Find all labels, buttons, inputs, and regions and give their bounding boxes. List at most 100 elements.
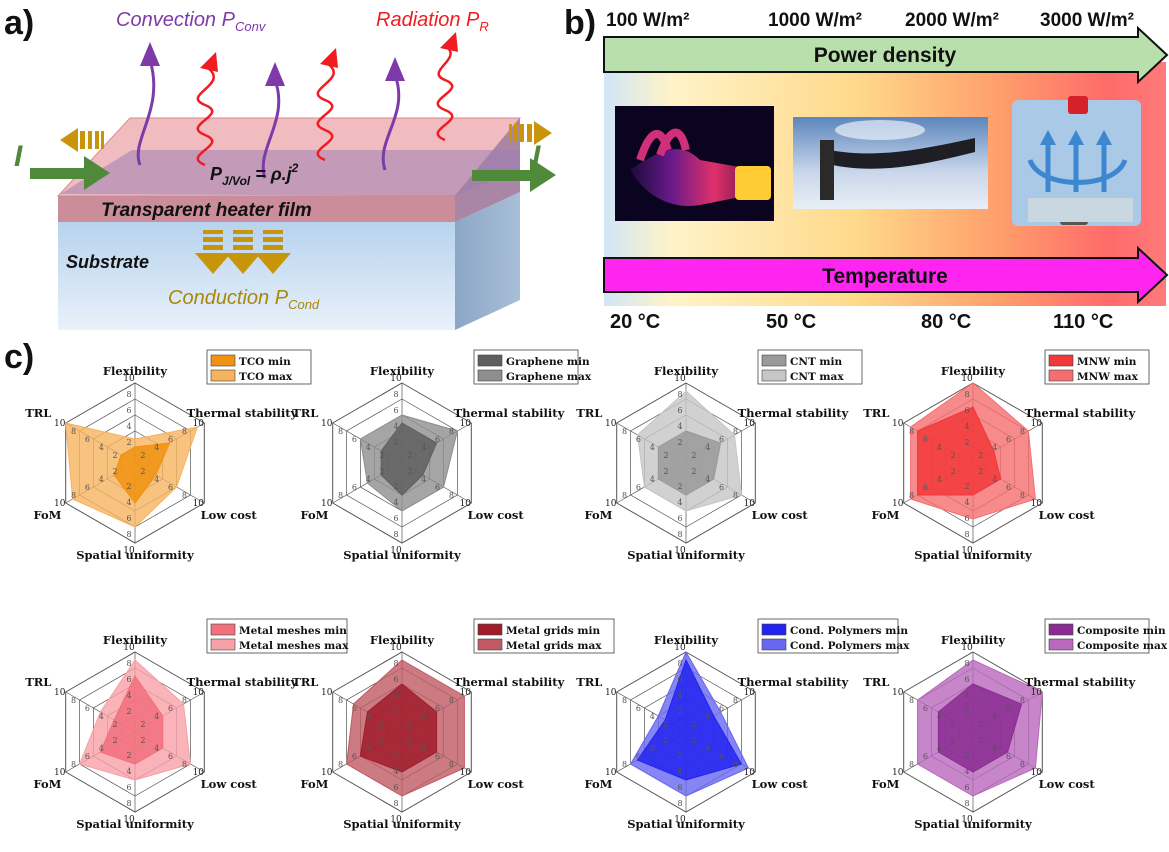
radar-tick-label: 2 <box>140 451 145 460</box>
radar-tick-label: 2 <box>393 751 398 760</box>
radar-series-min <box>636 658 743 781</box>
radar-legend: Metal grids min Metal grids max <box>473 618 615 654</box>
radar-tick-label: 8 <box>71 760 76 769</box>
radar-tick-label: 2 <box>964 751 969 760</box>
radar-tick-label: 8 <box>677 659 682 668</box>
legend-entry: Composite min <box>1077 625 1166 637</box>
radar-tick-label: 2 <box>407 720 412 729</box>
radar-tick-label: 10 <box>961 815 973 825</box>
radar-tick-label: 4 <box>99 443 104 452</box>
radar-tick-label: 8 <box>909 696 914 705</box>
radar-tick-label: 8 <box>182 491 187 500</box>
radar-tick-label: 8 <box>393 659 398 668</box>
panel-b-letter: b) <box>564 4 596 42</box>
radar-tick-label: 6 <box>964 675 969 684</box>
radar-tick-label: 10 <box>674 815 686 825</box>
radar-chart-7: 246810246810246810246810246810246810Flex… <box>576 618 910 831</box>
legend-entry: CNT min <box>790 356 843 368</box>
electron-flow-left-icon <box>60 128 104 152</box>
radar-axis-label: FoM <box>584 777 612 791</box>
radar-series-min <box>99 675 164 765</box>
radar-tick-label: 8 <box>126 530 131 539</box>
radar-tick-label: 10 <box>744 768 756 778</box>
film-shade <box>60 150 520 196</box>
radar-legend: Graphene min Graphene max <box>473 349 592 385</box>
radar-tick-label: 8 <box>622 427 627 436</box>
radar-tick-label: 6 <box>168 752 173 761</box>
radar-chart-3: 246810246810246810246810246810246810Flex… <box>576 349 863 562</box>
radar-tick-label: 10 <box>193 419 205 429</box>
radar-tick-label: 6 <box>435 752 440 761</box>
radar-tick-label: 2 <box>677 438 682 447</box>
radar-tick-label: 6 <box>393 514 398 523</box>
radar-axis-label: Low cost <box>201 508 258 522</box>
radar-axis-label: TRL <box>25 675 51 689</box>
radar-tick-label: 4 <box>126 498 131 507</box>
radar-tick-label: 6 <box>352 752 357 761</box>
radar-tick-label: 2 <box>664 720 669 729</box>
joule-equation: PJ/Vol = ρ.j2 <box>210 161 299 188</box>
radar-tick-label: 10 <box>892 768 904 778</box>
radar-axis-label: Spatial uniformity <box>76 817 194 831</box>
radar-tick-label: 2 <box>978 467 983 476</box>
radar-axis-label: TRL <box>576 675 602 689</box>
radar-tick-label: 2 <box>964 438 969 447</box>
radar-tick-label: 6 <box>168 435 173 444</box>
substrate-front <box>58 222 455 330</box>
radar-tick-label: 6 <box>923 704 928 713</box>
radar-chart-1: 246810246810246810246810246810246810Flex… <box>25 349 312 562</box>
radar-tick-label: 4 <box>992 712 997 721</box>
radar-tick-label: 2 <box>691 720 696 729</box>
radar-tick-label: 8 <box>1020 491 1025 500</box>
radar-tick-label: 2 <box>664 467 669 476</box>
radar-tick-label: 2 <box>393 707 398 716</box>
panel-a-letter: a) <box>4 4 34 42</box>
conduction-arrows <box>195 230 291 274</box>
radar-tick-label: 10 <box>193 768 205 778</box>
legend-entry: TCO min <box>239 356 291 368</box>
radar-tick-label: 2 <box>113 720 118 729</box>
radar-tick-label: 10 <box>1031 688 1043 698</box>
radar-tick-label: 10 <box>460 499 472 509</box>
current-left-label: I <box>14 140 23 173</box>
radar-tick-label: 10 <box>744 499 756 509</box>
radar-axis-label: Flexibility <box>941 364 1006 378</box>
current-in-arrow <box>30 156 110 190</box>
electron-flow-right-icon <box>509 121 552 145</box>
radar-tick-label: 8 <box>622 696 627 705</box>
radar-tick-label: 6 <box>352 704 357 713</box>
legend-swatch <box>1048 623 1074 636</box>
radar-tick-label: 4 <box>677 691 682 700</box>
radar-tick-label: 2 <box>664 451 669 460</box>
radar-tick-label: 10 <box>460 688 472 698</box>
radar-tick-label: 8 <box>338 696 343 705</box>
radar-tick-label: 6 <box>435 704 440 713</box>
radar-tick-label: 6 <box>85 704 90 713</box>
radar-tick-label: 4 <box>393 498 398 507</box>
radar-axis-label: Spatial uniformity <box>627 817 745 831</box>
radar-tick-label: 4 <box>705 712 710 721</box>
radar-tick-label: 6 <box>126 406 131 415</box>
radar-axis-label: FoM <box>871 508 899 522</box>
radar-tick-label: 2 <box>978 451 983 460</box>
radar-tick-label: 2 <box>380 736 385 745</box>
radar-tick-label: 2 <box>691 467 696 476</box>
radar-tick-label: 4 <box>366 475 371 484</box>
radar-tick-label: 6 <box>719 704 724 713</box>
film-front <box>58 196 455 222</box>
radar-tick-label: 8 <box>449 696 454 705</box>
radar-axis-label: Spatial uniformity <box>914 817 1032 831</box>
legend-swatch <box>210 638 236 651</box>
radar-tick-label: 8 <box>677 530 682 539</box>
radar-tick-label: 2 <box>407 736 412 745</box>
radar-tick-label: 10 <box>674 374 686 384</box>
radar-tick-label: 10 <box>674 643 686 653</box>
legend-entry: CNT max <box>790 371 844 383</box>
legend-entry: Metal meshes min <box>239 625 347 637</box>
radar-tick-label: 8 <box>733 491 738 500</box>
radar-tick-label: 4 <box>393 422 398 431</box>
convection-label: Convection PConv <box>116 9 267 34</box>
radar-tick-label: 10 <box>321 768 333 778</box>
radar-tick-label: 8 <box>126 390 131 399</box>
legend-swatch <box>761 623 787 636</box>
